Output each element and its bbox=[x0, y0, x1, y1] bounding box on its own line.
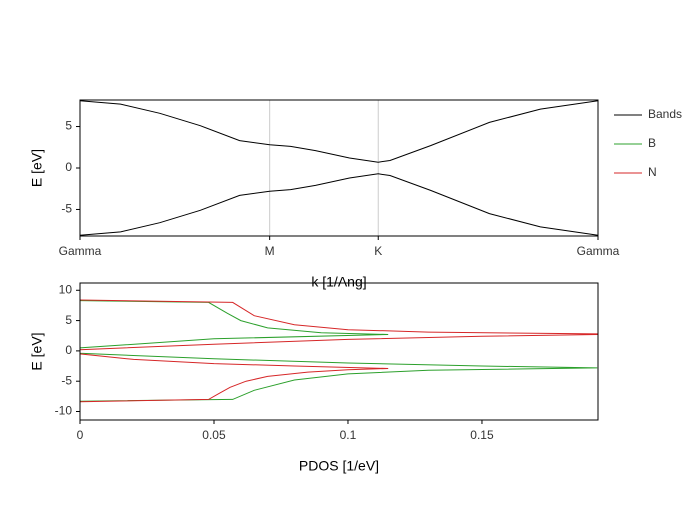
y-axis-title: E [eV] bbox=[29, 332, 45, 370]
x-tick-label: K bbox=[374, 244, 382, 258]
y-tick-label: 0 bbox=[65, 160, 72, 174]
series-line bbox=[79, 173, 599, 236]
series-line bbox=[79, 100, 599, 163]
legend-label: B bbox=[648, 136, 656, 150]
plot-frame bbox=[79, 282, 599, 421]
series-line bbox=[79, 300, 598, 402]
y-tick-label: -10 bbox=[55, 404, 73, 418]
y-axis-title: E [eV] bbox=[29, 149, 45, 187]
y-tick-label: 0 bbox=[65, 343, 72, 357]
legend-label: N bbox=[648, 165, 657, 179]
y-tick-label: 5 bbox=[65, 119, 72, 133]
x-tick-label: 0.05 bbox=[202, 428, 226, 442]
x-tick-label: 0 bbox=[77, 428, 84, 442]
x-axis-title: PDOS [1/eV] bbox=[299, 458, 379, 474]
plot-frame bbox=[79, 99, 599, 237]
y-tick-label: 5 bbox=[65, 313, 72, 327]
y-tick-label: -5 bbox=[61, 373, 72, 387]
x-tick-label: M bbox=[265, 244, 275, 258]
legend-label: Bands bbox=[648, 107, 682, 121]
y-tick-label: 10 bbox=[59, 282, 73, 296]
series-line bbox=[79, 299, 598, 403]
x-tick-label: 0.15 bbox=[470, 428, 494, 442]
x-tick-label: 0.1 bbox=[340, 428, 357, 442]
x-tick-label: Gamma bbox=[577, 244, 620, 258]
y-tick-label: -5 bbox=[61, 202, 72, 216]
x-axis-title: k [1/Ang] bbox=[311, 274, 366, 290]
x-tick-label: Gamma bbox=[59, 244, 102, 258]
